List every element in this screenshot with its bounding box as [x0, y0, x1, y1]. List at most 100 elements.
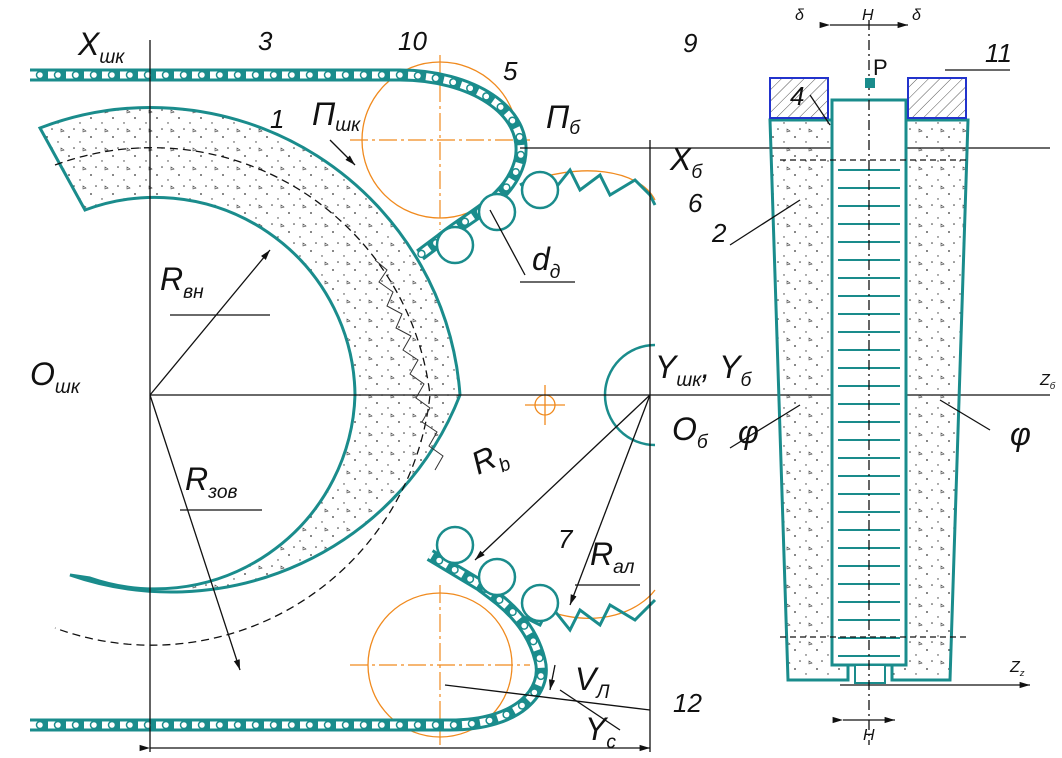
- label: d: [532, 241, 551, 277]
- label: R: [185, 461, 208, 497]
- chain-pin: [508, 116, 517, 125]
- chain-pin: [431, 73, 441, 83]
- chain-pin: [495, 595, 504, 605]
- label: R: [590, 536, 613, 572]
- label: R: [160, 261, 183, 297]
- section-view: [729, 20, 1030, 745]
- chain-pin: [434, 556, 444, 565]
- chain-pin: [466, 84, 475, 93]
- label-sub: б: [697, 432, 709, 453]
- label: V: [575, 661, 599, 697]
- chain-pin: [535, 653, 544, 663]
- callout: 12: [673, 688, 702, 718]
- chain-pin: [508, 607, 517, 617]
- chain-pin: [125, 70, 135, 80]
- label-sub: c: [606, 732, 616, 753]
- stone-ring: [37, 106, 462, 594]
- chain-pin: [460, 217, 470, 227]
- chain-pin: [71, 70, 81, 80]
- callout: 11: [985, 38, 1012, 68]
- chain-pin: [215, 720, 225, 730]
- chain-pin: [305, 70, 315, 80]
- chain-pin: [359, 70, 369, 80]
- chain-pin: [251, 70, 261, 80]
- ring-midline: [54, 147, 431, 646]
- chain-pin: [161, 70, 171, 80]
- chain-pin: [305, 720, 315, 730]
- chain: [30, 549, 548, 732]
- label: Z: [1039, 372, 1051, 389]
- chain-pin: [35, 720, 45, 730]
- label-sub: д: [550, 262, 561, 283]
- chain-pin: [233, 720, 243, 730]
- labels: Xшк 3 10 5 9 1 Пшк Пб Xб 6 dд Rвн Oшк Yш…: [30, 7, 1056, 753]
- svg-text:Yшк, Yб: Yшк, Yб: [655, 349, 752, 391]
- chain-pin: [233, 70, 243, 80]
- callout: 9: [683, 28, 697, 58]
- chain-pin: [197, 70, 207, 80]
- chain-pin: [215, 70, 225, 80]
- svg-text:Rал: Rал: [590, 536, 635, 578]
- label: O: [672, 411, 697, 447]
- label-sub: б: [569, 118, 581, 139]
- label-sub: зов: [207, 482, 237, 503]
- callout: 1: [270, 104, 284, 134]
- chain-pin: [515, 132, 524, 142]
- chain-pin: [502, 710, 511, 719]
- chain-pin: [395, 720, 405, 730]
- label: O: [30, 356, 55, 392]
- chain-pin: [529, 636, 538, 646]
- label-sub: b: [496, 453, 515, 477]
- label: X: [669, 141, 693, 177]
- svg-text:Rb: Rb: [466, 434, 515, 486]
- label-sub: б: [1050, 381, 1056, 392]
- sprocket-circles: [350, 55, 656, 745]
- chain-pin: [519, 621, 529, 630]
- callout: 3: [258, 26, 273, 56]
- callout: 7: [558, 524, 574, 554]
- chain-pin: [323, 70, 333, 80]
- svg-text:Пшк: Пшк: [312, 96, 361, 136]
- chain-pin: [161, 720, 171, 730]
- label-sub: шк: [335, 115, 361, 136]
- label: Z: [1009, 659, 1021, 676]
- chain-pin: [449, 720, 459, 730]
- dim-label: H: [862, 7, 874, 24]
- chain-pin: [53, 720, 63, 730]
- label-sub: шк: [99, 47, 125, 68]
- axis-label: Xшк: [77, 26, 125, 68]
- chain-pin: [251, 720, 261, 730]
- chain-pin: [485, 716, 494, 725]
- chain-pin: [71, 720, 81, 730]
- chain-pin: [467, 719, 477, 728]
- chain-pin: [341, 720, 351, 730]
- chain-pin: [417, 249, 426, 259]
- label-sub: шк: [676, 370, 702, 391]
- chain-pin: [465, 574, 475, 584]
- label-sub: Л: [594, 682, 610, 703]
- label: П: [312, 96, 336, 132]
- dim-label: δ: [912, 7, 922, 24]
- chain-pin: [530, 688, 539, 697]
- label-sub: б: [691, 162, 703, 183]
- chain-pin: [287, 720, 297, 730]
- callout: 6: [688, 188, 703, 218]
- chain-pin: [377, 70, 387, 80]
- chain-pin: [35, 70, 45, 80]
- label: Y: [655, 349, 679, 385]
- chain-pin: [341, 70, 351, 80]
- chain-pin: [536, 671, 546, 681]
- chain-pin: [377, 720, 387, 730]
- chain-pin: [107, 720, 117, 730]
- chain-pin: [89, 70, 99, 80]
- cutter: [519, 167, 657, 633]
- chain-pin: [53, 70, 63, 80]
- svg-text:Rвн: Rвн: [160, 261, 204, 303]
- label: X: [77, 26, 101, 62]
- svg-text:Oб: Oб: [672, 411, 709, 453]
- chain-pin: [413, 71, 423, 81]
- chain-pin: [287, 70, 297, 80]
- callout: 4: [790, 81, 804, 111]
- label: Y: [585, 711, 609, 747]
